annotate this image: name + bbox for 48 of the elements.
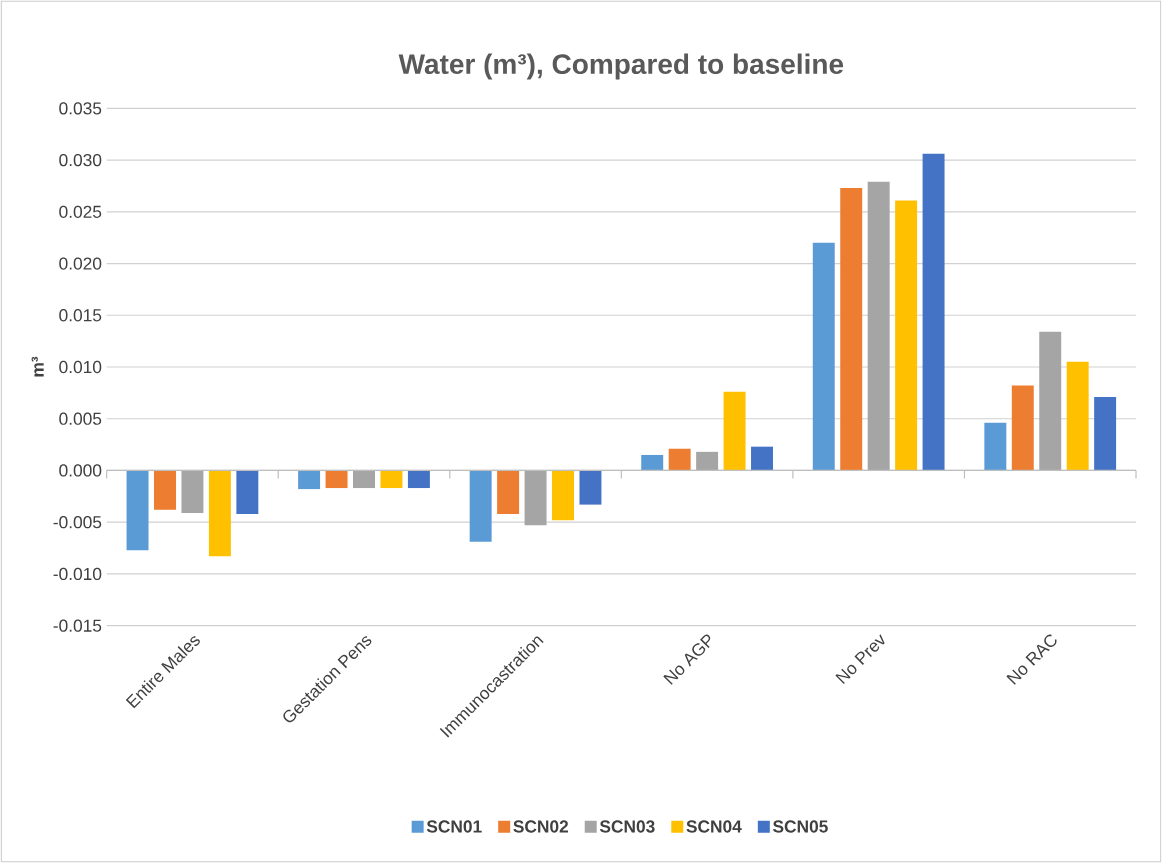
bar — [325, 470, 348, 489]
y-axis-title: m³ — [31, 356, 44, 377]
bar — [579, 470, 602, 505]
bar — [867, 181, 890, 471]
bar — [840, 188, 863, 471]
bar — [751, 446, 773, 471]
y-tick-label: 0.015 — [59, 309, 102, 322]
bar — [668, 448, 691, 471]
bar — [469, 470, 492, 542]
bar — [1094, 397, 1117, 471]
bar — [984, 422, 1007, 471]
bar — [236, 470, 259, 514]
bar — [298, 470, 321, 490]
bar — [641, 454, 664, 471]
y-tick-label: 0.000 — [59, 464, 102, 477]
bar — [154, 470, 176, 510]
bar — [126, 470, 149, 551]
legend-label: SCN03 — [599, 820, 655, 833]
legend-label: SCN04 — [686, 820, 742, 833]
chart-title: Water (m³), Compared to baseline — [398, 53, 844, 80]
y-tick-label: 0.035 — [59, 102, 102, 115]
bar — [181, 470, 204, 513]
bar — [1039, 331, 1062, 471]
bar — [812, 242, 835, 471]
bar — [380, 470, 403, 489]
bar — [723, 391, 746, 471]
bar — [208, 470, 231, 557]
bar — [1011, 385, 1034, 471]
y-tick-label: -0.015 — [53, 619, 102, 632]
y-tick-label: -0.010 — [53, 567, 102, 581]
bar — [922, 153, 945, 471]
y-tick-label: 0.005 — [59, 412, 102, 425]
y-tick-label: 0.030 — [59, 153, 102, 167]
bar — [353, 470, 375, 489]
y-tick-label: 0.020 — [59, 257, 102, 270]
bar — [895, 200, 918, 471]
bar — [497, 470, 520, 514]
y-tick-label: 0.025 — [59, 205, 102, 218]
legend-label: SCN05 — [772, 820, 828, 833]
bar — [696, 451, 719, 471]
bar — [407, 470, 430, 489]
legend-label: SCN02 — [513, 820, 569, 833]
legend-label: SCN01 — [426, 820, 482, 833]
bar — [552, 470, 574, 521]
y-tick-label: 0.010 — [59, 360, 102, 374]
bar — [1066, 361, 1089, 471]
y-tick-label: -0.005 — [53, 516, 102, 529]
bar — [524, 470, 547, 526]
